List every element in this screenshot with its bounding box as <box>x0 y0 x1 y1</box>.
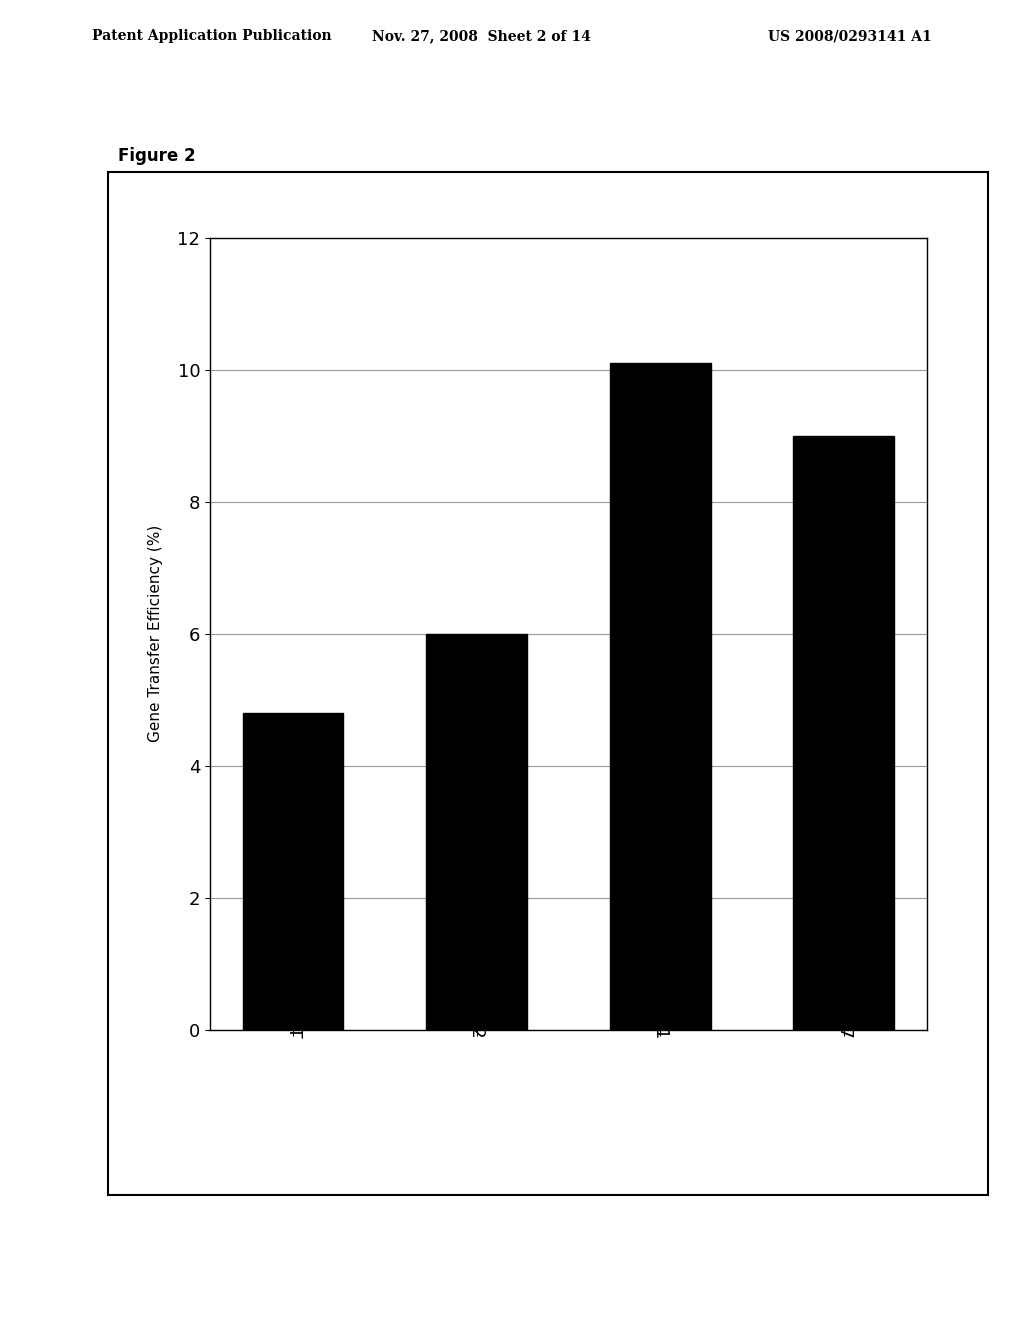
Bar <box>794 436 894 1030</box>
Y-axis label: Gene Transfer Efficiency (%): Gene Transfer Efficiency (%) <box>148 525 164 742</box>
Text: US 2008/0293141 A1: US 2008/0293141 A1 <box>768 29 932 44</box>
Bar <box>243 713 343 1030</box>
Bar <box>609 363 711 1030</box>
Text: Patent Application Publication: Patent Application Publication <box>92 29 332 44</box>
Text: Nov. 27, 2008  Sheet 2 of 14: Nov. 27, 2008 Sheet 2 of 14 <box>372 29 591 44</box>
Bar <box>426 634 527 1030</box>
Text: Figure 2: Figure 2 <box>118 147 196 165</box>
